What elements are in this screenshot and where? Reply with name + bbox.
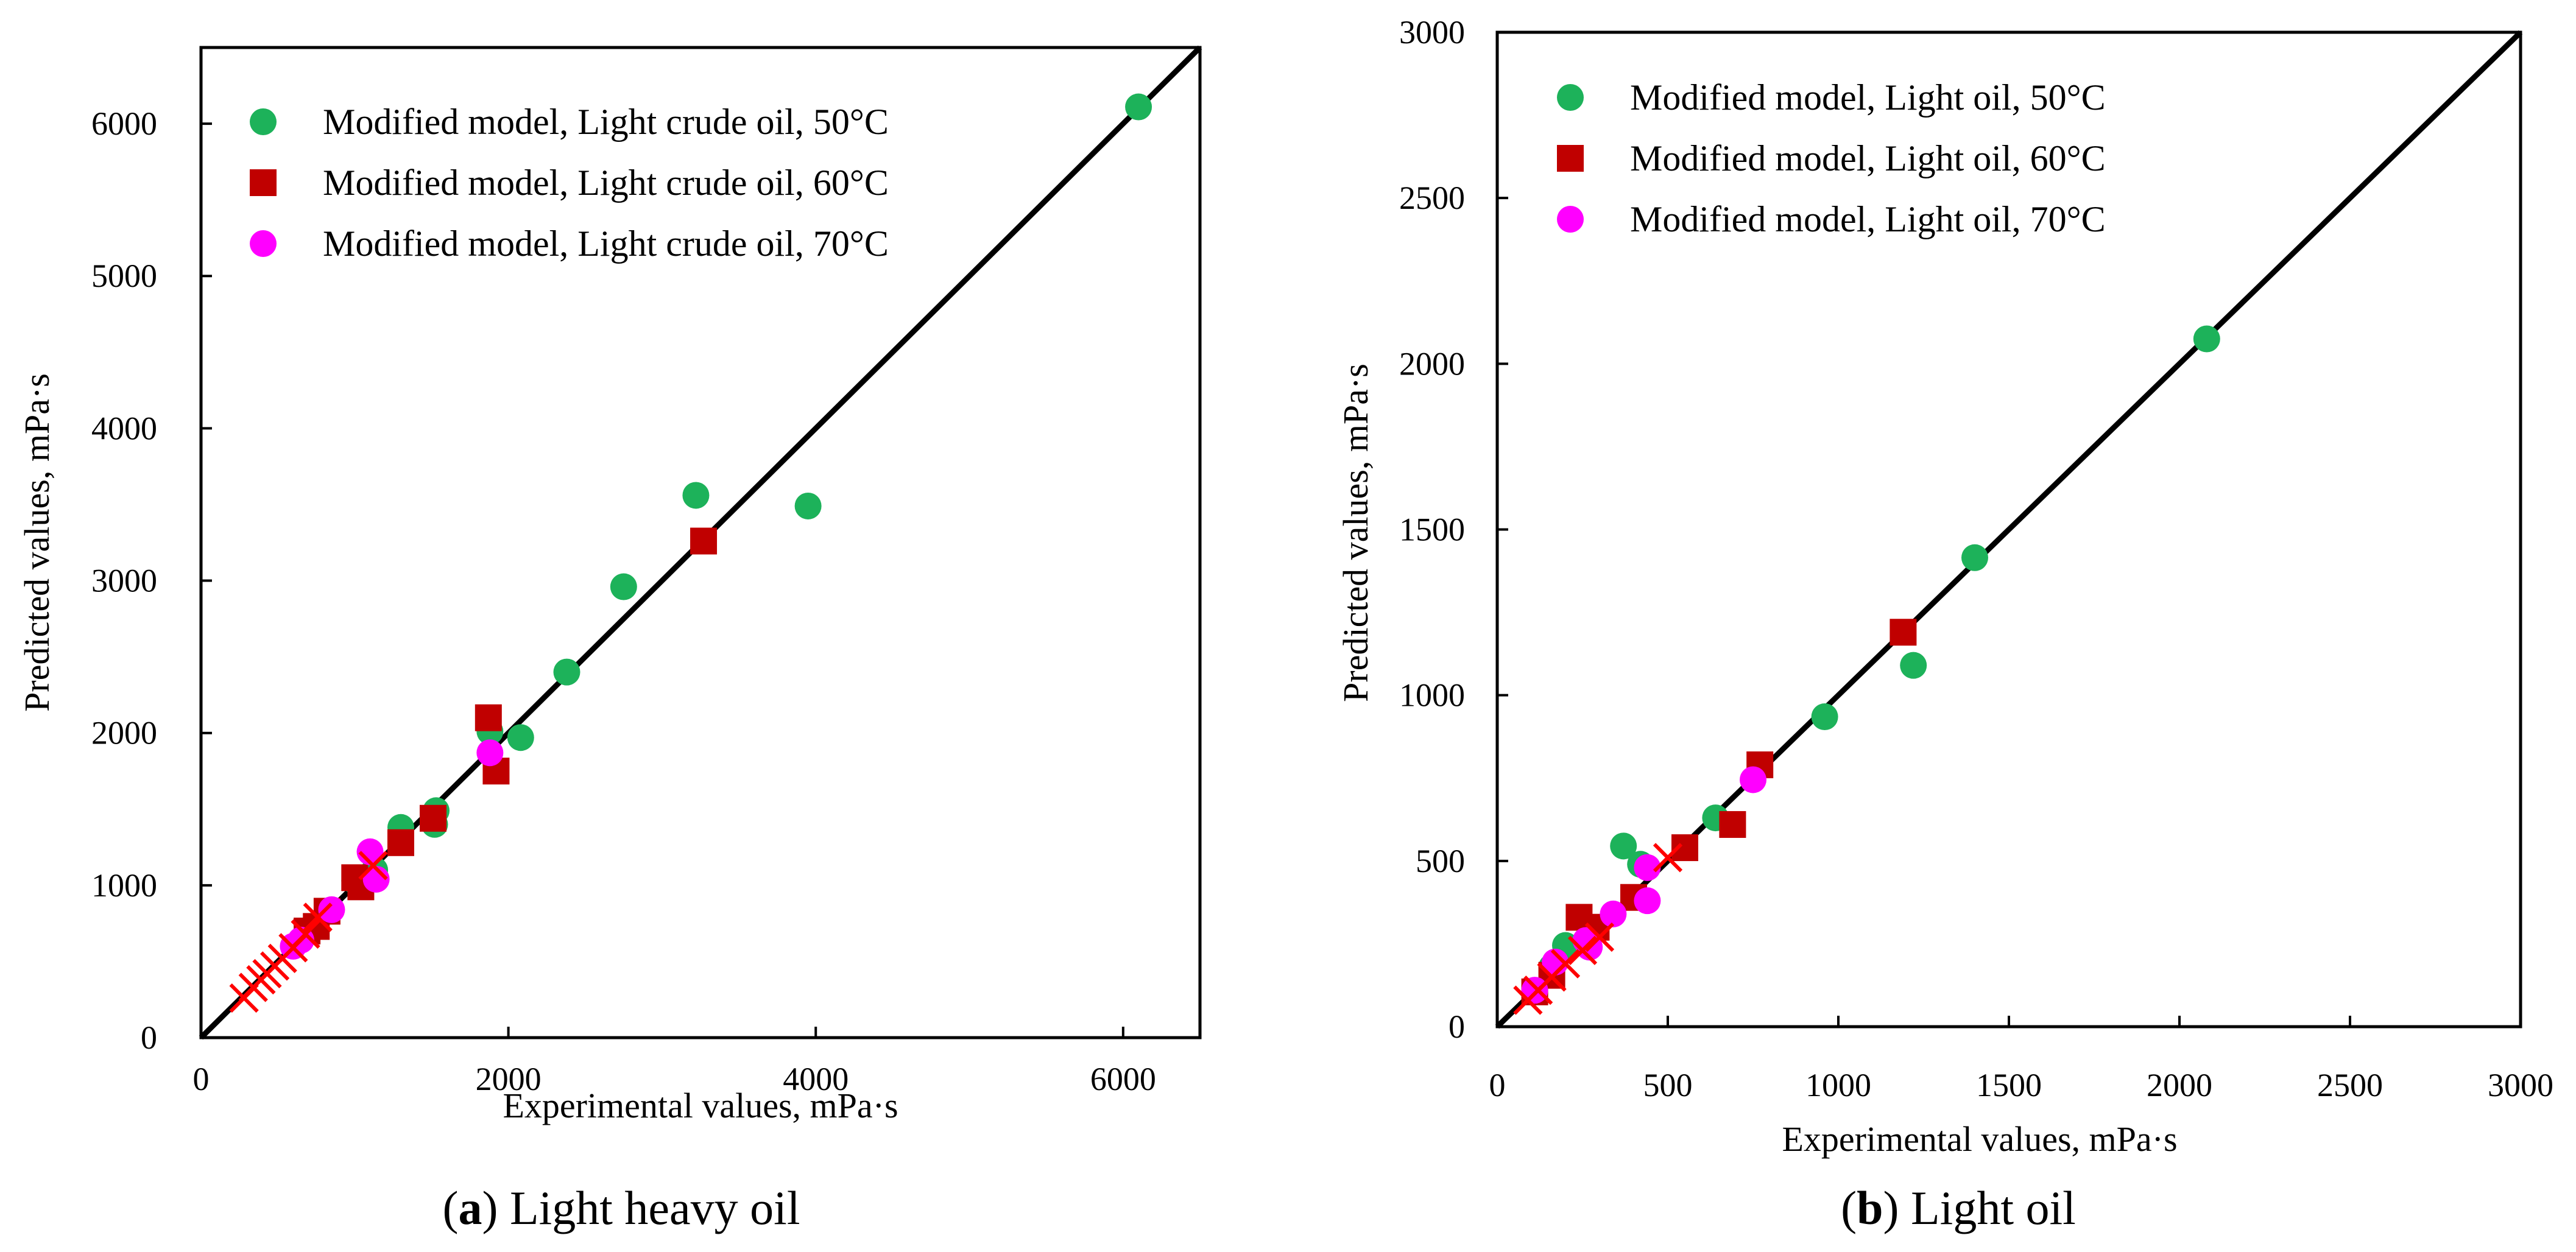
panel-a-series-3 xyxy=(229,851,388,1013)
panel-b-point xyxy=(1900,652,1927,679)
panel-b-y-tick-label: 1000 xyxy=(1399,677,1465,714)
panel-b-caption-label: b xyxy=(1857,1181,1883,1234)
panel-b-legend-label-1: Modified model, Light oil, 60°C xyxy=(1630,138,2106,178)
panel-a-light-heavy-oil: 0 2000 4000 6000 0 1000 2000 3000 4000 5000 6000 M… xyxy=(17,45,1202,1234)
panel-a-x-axis-title: Experimental values, mPa·s xyxy=(503,1086,898,1125)
panel-b-x-tick-label: 2000 xyxy=(2147,1067,2212,1103)
panel-b-y-tick-label: 2000 xyxy=(1399,345,1465,382)
panel-b-y-tick-label: 500 xyxy=(1416,843,1465,879)
panel-b-point xyxy=(1521,977,1548,1004)
panel-a-y-tick-label: 4000 xyxy=(91,410,157,446)
panel-a-point xyxy=(356,838,384,865)
panel-b-point xyxy=(1653,843,1683,873)
panel-b-legend-marker-0 xyxy=(1557,84,1584,111)
panel-b-point xyxy=(2193,325,2220,353)
panel-b-point xyxy=(1961,544,1988,571)
panel-a-x-tick-label: 2000 xyxy=(476,1061,542,1097)
panel-b-marks xyxy=(1495,30,2523,1029)
panel-a-point xyxy=(362,865,390,893)
panel-a-legend-label-2: Modified model, Light crude oil, 70°C xyxy=(323,223,889,264)
panel-b-point xyxy=(1719,811,1746,838)
panel-a-legend-marker-2 xyxy=(250,230,277,257)
panel-a-x-tick-label: 0 xyxy=(193,1061,210,1097)
panel-b-legend-marker-1 xyxy=(1557,145,1584,172)
panel-a-point xyxy=(794,492,822,519)
panel-b-x-axis-title: Experimental values, mPa·s xyxy=(1782,1119,2177,1159)
panel-a-point xyxy=(553,658,580,686)
panel-a-y-tick-label: 2000 xyxy=(91,715,157,751)
panel-a-caption: (a) Light heavy oil xyxy=(442,1181,800,1234)
panel-a-point xyxy=(303,902,333,932)
panel-b-ticks: 0 500 1000 1500 2000 2500 3000 0 500 1000 1500 2000… xyxy=(1399,14,2553,1103)
panel-a-point xyxy=(419,804,446,832)
panel-b-point xyxy=(1740,766,1766,793)
panel-a-point xyxy=(507,724,534,751)
panel-b-point xyxy=(1890,619,1917,646)
panel-b-point xyxy=(1600,900,1627,927)
panel-a-caption-label: a xyxy=(458,1181,482,1234)
panel-b-point xyxy=(1811,703,1838,731)
panel-a-y-tick-label: 1000 xyxy=(91,867,157,904)
panel-b-y-tick-label: 0 xyxy=(1449,1008,1465,1045)
panel-a-point xyxy=(476,739,504,767)
panel-b-point xyxy=(1610,832,1637,860)
panel-b-x-tick-label: 1000 xyxy=(1805,1067,1871,1103)
panel-a-y-axis-title: Predicted values, mPa·s xyxy=(17,373,57,712)
panel-a-y-tick-label: 0 xyxy=(141,1019,157,1056)
panel-a-caption-text: Light heavy oil xyxy=(510,1181,800,1234)
panel-a-point xyxy=(1125,93,1152,121)
panel-a-marks xyxy=(199,45,1202,1040)
panel-b-x-tick-label: 3000 xyxy=(2488,1067,2553,1103)
panel-b-point xyxy=(1634,887,1661,915)
panel-a-legend-marker-1 xyxy=(250,169,277,196)
panel-a-x-tick-label: 4000 xyxy=(783,1061,849,1097)
panel-b-y-tick-label: 1500 xyxy=(1399,512,1465,548)
panel-b-legend: Modified model, Light oil, 50°C Modified … xyxy=(1557,77,2106,239)
panel-a-point xyxy=(690,527,718,555)
panel-a-point xyxy=(318,896,345,923)
panel-b-y-tick-label: 3000 xyxy=(1399,14,1465,51)
panel-b-legend-label-2: Modified model, Light oil, 70°C xyxy=(1630,199,2106,239)
panel-a-point xyxy=(610,573,637,600)
panel-b-caption: (b) Light oil xyxy=(1841,1181,2076,1234)
panel-b-reference-line xyxy=(1495,30,2523,1029)
panel-b-x-tick-label: 1500 xyxy=(1976,1067,2042,1103)
panel-b-x-tick-label: 2500 xyxy=(2317,1067,2383,1103)
panel-a-ticks: 0 2000 4000 6000 0 1000 2000 3000 4000 5000 6000 xyxy=(91,105,1156,1097)
panel-a-x-tick-label: 6000 xyxy=(1090,1061,1156,1097)
panel-a-plot-frame xyxy=(199,46,1202,1039)
panel-b-point xyxy=(1567,935,1598,965)
panel-b-y-tick-label: 2500 xyxy=(1399,180,1465,216)
panel-a-y-tick-label: 5000 xyxy=(91,258,157,294)
panel-a-point xyxy=(291,919,320,949)
panel-b-point xyxy=(1550,949,1581,979)
panel-b-x-tick-label: 500 xyxy=(1643,1067,1693,1103)
panel-b-y-axis-title: Predicted values, mPa·s xyxy=(1336,364,1375,702)
panel-b-light-oil: 0 500 1000 1500 2000 2500 3000 0 500 1000 1500 2000… xyxy=(1336,14,2553,1234)
panel-a-legend-label-1: Modified model, Light crude oil, 60°C xyxy=(323,163,889,203)
panel-a-point xyxy=(387,829,414,856)
panel-a-y-tick-label: 6000 xyxy=(91,105,157,142)
panel-b-legend-marker-2 xyxy=(1557,206,1584,233)
panel-b-series-3 xyxy=(1513,843,1683,1015)
panel-b-legend-label-0: Modified model, Light oil, 50°C xyxy=(1630,77,2106,118)
panel-a-legend-label-0: Modified model, Light crude oil, 50°C xyxy=(323,102,889,142)
panel-a-legend: Modified model, Light crude oil, 50°C Mod… xyxy=(250,102,889,264)
panel-a-point xyxy=(682,482,710,509)
panel-b-caption-text: Light oil xyxy=(1911,1181,2076,1234)
panel-a-point xyxy=(475,704,502,731)
panel-b-point xyxy=(1634,854,1661,881)
panel-b-x-tick-label: 0 xyxy=(1489,1067,1506,1103)
panel-a-legend-marker-0 xyxy=(250,108,277,135)
panel-a-point xyxy=(358,851,388,881)
panel-a-y-tick-label: 3000 xyxy=(91,563,157,599)
panel-b-point xyxy=(1584,922,1615,952)
